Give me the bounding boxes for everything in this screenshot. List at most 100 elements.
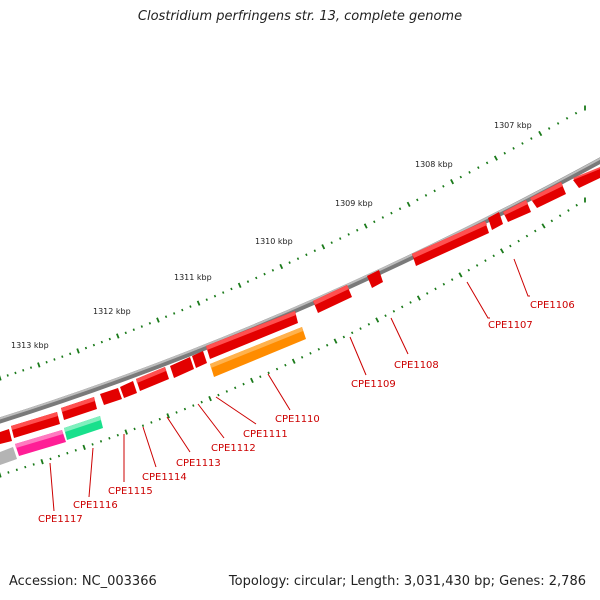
minor-tick: [66, 451, 69, 455]
minor-tick: [148, 321, 152, 325]
minor-tick: [69, 352, 72, 356]
gene-label[interactable]: CPE1112: [211, 443, 256, 454]
gene-block[interactable]: [530, 182, 566, 208]
gene-label[interactable]: CPE1113: [176, 458, 221, 469]
gene-block[interactable]: [100, 388, 122, 405]
minor-tick: [390, 211, 393, 215]
genome-backbone: [0, 157, 600, 424]
minor-tick: [141, 424, 145, 427]
grey-gene-block[interactable]: [0, 447, 17, 465]
gene-block[interactable]: [367, 270, 383, 288]
minor-tick: [384, 314, 387, 318]
minor-tick: [205, 298, 208, 301]
minor-tick: [442, 184, 445, 188]
gene-label[interactable]: CPE1114: [142, 472, 187, 483]
reverse-strand-genes: [0, 167, 600, 444]
highlighted-genes: [0, 327, 306, 465]
gene-block[interactable]: [192, 351, 207, 368]
minor-tick: [342, 335, 346, 339]
minor-tick: [242, 382, 245, 386]
gene-label[interactable]: CPE1111: [243, 429, 288, 440]
major-tick: [406, 201, 411, 207]
outer-tick-row: [0, 105, 586, 381]
minor-tick: [259, 375, 262, 378]
gene-leader-lines: [49, 258, 530, 512]
gene-block[interactable]: [313, 285, 352, 313]
minor-tick: [485, 161, 489, 165]
major-tick: [458, 272, 463, 278]
gene-block[interactable]: [0, 429, 12, 444]
minor-tick: [275, 367, 279, 371]
major-tick: [0, 472, 2, 478]
gene-label[interactable]: CPE1107: [488, 320, 533, 331]
minor-tick: [521, 142, 524, 145]
major-tick: [37, 362, 41, 368]
gene-block[interactable]: [136, 367, 169, 391]
major-tick: [116, 333, 120, 339]
minor-tick: [14, 371, 17, 375]
minor-tick: [517, 239, 520, 243]
minor-tick: [172, 312, 176, 315]
minor-tick: [525, 234, 529, 238]
minor-tick: [217, 393, 220, 397]
minor-tick: [22, 368, 25, 372]
gene-label[interactable]: CPE1108: [394, 360, 439, 371]
minor-tick: [567, 209, 570, 212]
minor-tick: [84, 346, 88, 350]
minor-tick: [475, 264, 479, 267]
gene-label[interactable]: CPE1106: [530, 300, 575, 311]
minor-tick: [317, 347, 321, 351]
minor-tick: [416, 198, 419, 202]
gene-block[interactable]: [488, 212, 503, 230]
gene-block[interactable]: [61, 397, 97, 420]
leader-line: [349, 336, 367, 376]
leader-line: [49, 462, 55, 512]
minor-tick: [222, 291, 225, 294]
minor-tick: [296, 257, 300, 261]
minor-tick: [547, 127, 551, 130]
tick-label: 1311 kbp: [174, 273, 212, 282]
gene-block[interactable]: [120, 381, 137, 398]
minor-tick: [200, 400, 203, 404]
major-tick: [250, 377, 254, 384]
minor-tick: [49, 457, 52, 461]
gene-label[interactable]: CPE1109: [351, 379, 396, 390]
major-tick: [499, 248, 505, 254]
gene-label[interactable]: CPE1110: [275, 414, 320, 425]
magenta-gene-block[interactable]: [15, 430, 66, 456]
minor-tick: [284, 363, 287, 367]
gene-labels: CPE1106 CPE1107 CPE1108 CPE1109 CPE1110 …: [38, 300, 575, 525]
gene-block[interactable]: [503, 200, 531, 222]
minor-tick: [132, 328, 135, 332]
map-title: Clostridium perfringens str. 13, complet…: [137, 9, 463, 24]
major-tick: [82, 444, 86, 451]
major-tick: [124, 429, 128, 435]
gene-block[interactable]: [11, 412, 60, 438]
gene-block[interactable]: [170, 357, 194, 378]
gene-label[interactable]: CPE1115: [108, 486, 153, 497]
minor-tick: [492, 254, 495, 258]
minor-tick: [133, 427, 136, 431]
gene-label[interactable]: CPE1116: [73, 500, 118, 511]
minor-tick: [91, 443, 94, 446]
orange-gene-block[interactable]: [210, 327, 306, 377]
minor-tick: [175, 411, 178, 414]
tick-label: 1307 kbp: [494, 121, 532, 130]
gene-block[interactable]: [412, 221, 489, 266]
minor-tick: [434, 287, 437, 291]
gene-label[interactable]: CPE1117: [38, 514, 83, 525]
major-tick: [0, 375, 2, 381]
minor-tick: [99, 440, 103, 443]
teal-gene-block[interactable]: [64, 416, 103, 440]
gene-block[interactable]: [573, 167, 600, 188]
minor-tick: [381, 216, 385, 219]
major-tick: [321, 244, 326, 250]
minor-tick: [192, 404, 195, 407]
minor-tick: [230, 287, 233, 291]
minor-tick: [459, 175, 463, 179]
gene-block[interactable]: [206, 311, 298, 359]
minor-tick: [164, 315, 168, 319]
minor-tick: [300, 355, 304, 359]
minor-tick: [442, 282, 446, 286]
